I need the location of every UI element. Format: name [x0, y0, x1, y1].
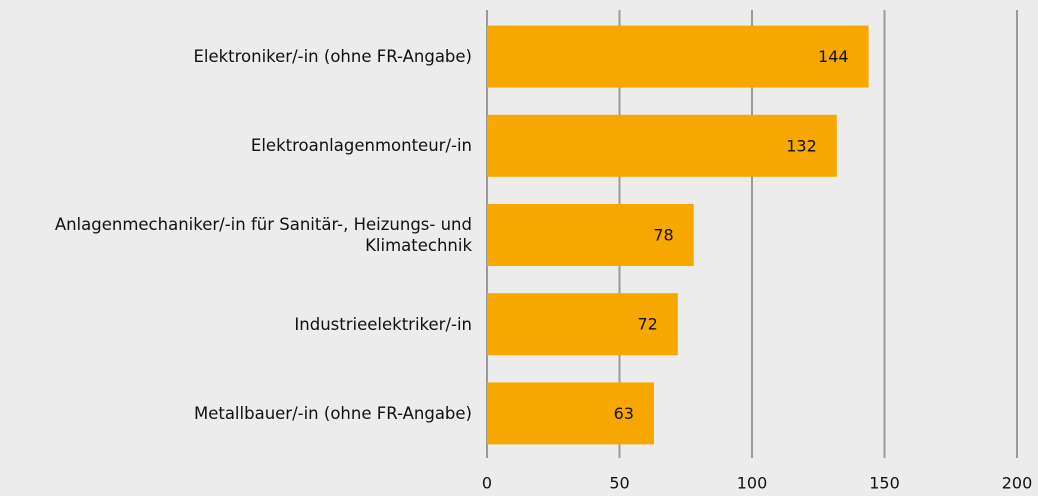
- bar: [487, 25, 869, 88]
- value-label: 132: [786, 136, 817, 155]
- value-label: 72: [637, 315, 657, 334]
- x-tick-label: 100: [737, 474, 768, 493]
- bar: [487, 204, 694, 266]
- x-tick-label: 200: [1002, 474, 1033, 493]
- y-tick-label: Metallbauer/-in (ohne FR-Angabe): [193, 403, 472, 423]
- y-tick-label: Elektroniker/-in (ohne FR-Angabe): [193, 47, 472, 67]
- bar: [487, 114, 837, 177]
- x-tick-label: 0: [482, 474, 492, 493]
- x-tick-label: 150: [869, 474, 900, 493]
- y-tick-label: Anlagenmechaniker/-in für Sanitär-, Heiz…: [54, 215, 472, 255]
- bar: [487, 293, 678, 356]
- value-label: 144: [818, 47, 849, 66]
- value-label: 63: [614, 404, 634, 423]
- bar: [487, 382, 654, 445]
- x-tick-label: 50: [609, 474, 629, 493]
- value-label: 78: [653, 226, 673, 245]
- y-tick-label: Industrieelektriker/-in: [294, 314, 472, 334]
- y-tick-label: Elektroanlagenmonteur/-in: [250, 136, 472, 156]
